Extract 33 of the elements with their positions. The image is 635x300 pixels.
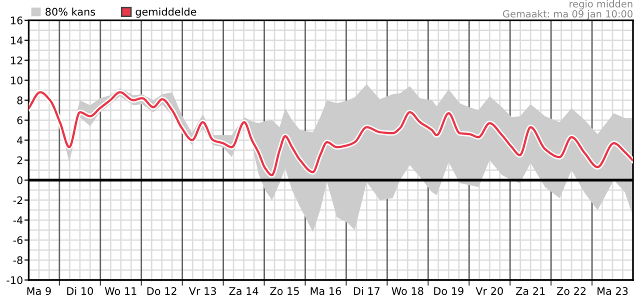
- y-tick-label: -10: [6, 276, 22, 284]
- x-tick-label: Ma 16: [310, 287, 342, 296]
- x-tick-label: Vr 20: [476, 287, 503, 296]
- text: Gemaakt: ma 09 jan 10:00: [503, 10, 632, 20]
- x-tick-label: Ma 23: [598, 287, 628, 296]
- y-tick-label: 14: [11, 36, 23, 44]
- x-tick-label: Wo 18: [392, 287, 424, 296]
- y-tick-label: -2: [13, 196, 22, 204]
- y-tick-label: 0: [17, 176, 22, 184]
- text: 80% kans: [46, 8, 96, 16]
- x-tick-label: Do 12: [147, 287, 176, 296]
- x-tick-label: Di 17: [354, 286, 380, 295]
- y-tick-label: -6: [13, 236, 22, 244]
- x-tick-label: Ma 9: [27, 287, 51, 296]
- y-tick-label: 4: [17, 136, 23, 144]
- x-tick-label: Wo 11: [104, 287, 136, 296]
- x-tick-label: Di 10: [67, 286, 93, 296]
- y-tick-label: 6: [17, 116, 22, 124]
- x-tick-label: Za 21: [516, 287, 545, 296]
- legend-label: gemiddelde: [136, 8, 196, 18]
- y-tick-label: 12: [11, 56, 22, 64]
- x-tick-label: Do 19: [434, 287, 464, 296]
- x-tick-label: Zo 15: [270, 287, 299, 296]
- x-tick-label: Za 14: [229, 287, 258, 296]
- y-tick-label: 8: [17, 96, 22, 104]
- y-tick-label: -8: [13, 256, 22, 264]
- y-tick-label: 16: [11, 16, 22, 24]
- y-tick-label: -4: [13, 216, 23, 224]
- x-tick-label: Zo 22: [556, 287, 586, 296]
- text: regio midden: [570, 0, 632, 10]
- y-tick-label: 10: [11, 76, 22, 84]
- y-tick-label: 2: [17, 156, 22, 164]
- x-tick-label: Vr 13: [188, 287, 216, 296]
